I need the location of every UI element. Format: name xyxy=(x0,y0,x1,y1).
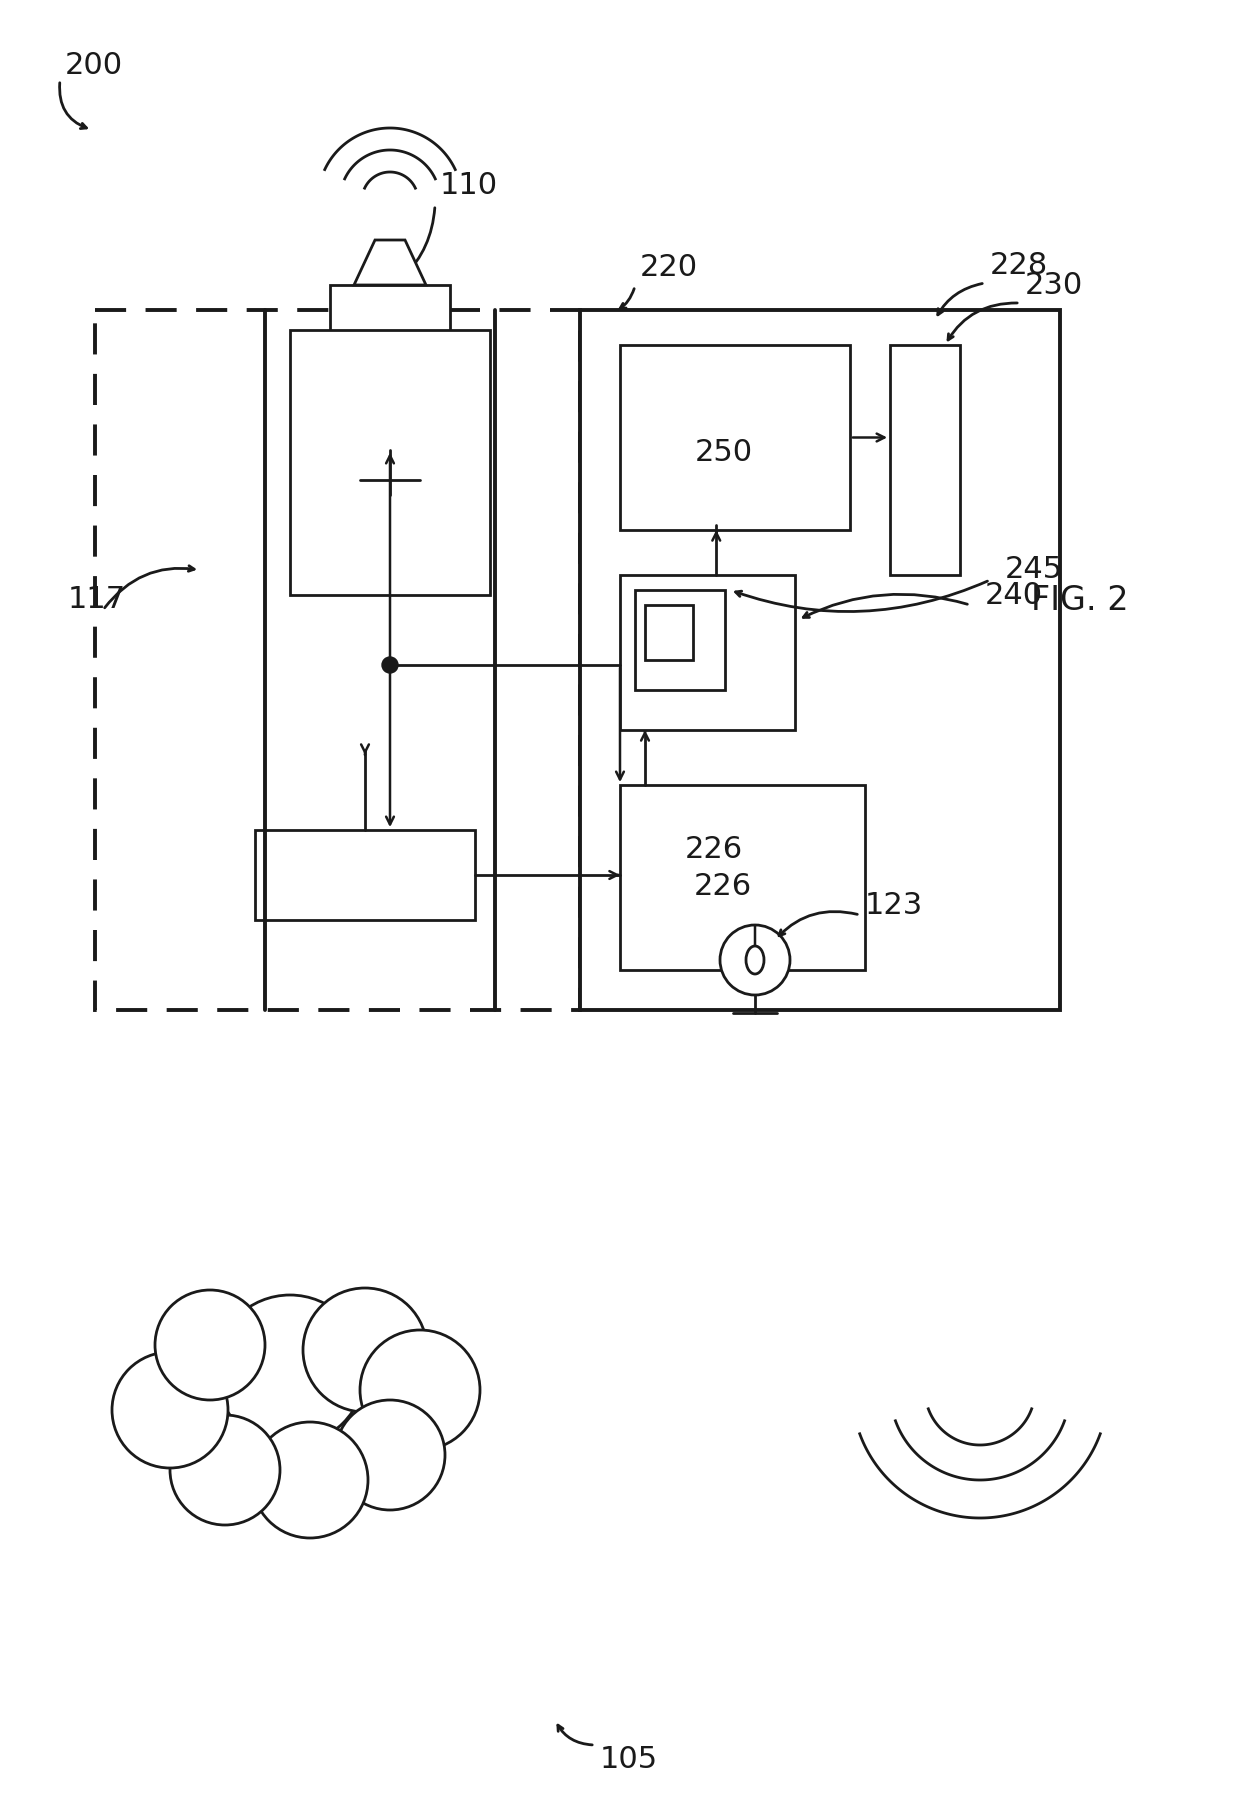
Bar xyxy=(580,311,1060,1011)
Text: 105: 105 xyxy=(600,1745,658,1774)
Circle shape xyxy=(335,1400,445,1511)
Text: 117: 117 xyxy=(68,585,126,614)
Circle shape xyxy=(155,1291,265,1400)
Text: 220: 220 xyxy=(640,253,698,282)
Bar xyxy=(620,785,866,971)
Circle shape xyxy=(215,1294,365,1445)
Bar xyxy=(620,574,795,731)
Bar xyxy=(620,345,849,531)
Text: 123: 123 xyxy=(866,891,924,920)
Circle shape xyxy=(720,925,790,994)
Circle shape xyxy=(360,1331,480,1451)
Bar xyxy=(255,831,475,920)
Circle shape xyxy=(112,1353,228,1467)
Bar xyxy=(890,345,960,574)
Text: 226: 226 xyxy=(684,836,743,865)
Text: FIG. 2: FIG. 2 xyxy=(1032,584,1128,616)
Circle shape xyxy=(382,656,398,673)
Bar xyxy=(645,605,693,660)
Circle shape xyxy=(303,1287,427,1413)
Polygon shape xyxy=(353,240,427,285)
Text: 250: 250 xyxy=(694,438,753,467)
Bar xyxy=(290,331,490,594)
Text: 110: 110 xyxy=(440,171,498,200)
Circle shape xyxy=(252,1422,368,1538)
Bar xyxy=(95,311,580,1011)
Text: 240: 240 xyxy=(985,580,1043,609)
Bar xyxy=(330,285,450,451)
Ellipse shape xyxy=(746,945,764,974)
Text: 230: 230 xyxy=(1025,271,1084,300)
Bar xyxy=(635,591,725,691)
Text: 228: 228 xyxy=(990,251,1048,280)
Text: 200: 200 xyxy=(64,51,123,80)
Text: 226: 226 xyxy=(694,873,751,902)
Circle shape xyxy=(170,1414,280,1525)
Text: 245: 245 xyxy=(1004,556,1063,585)
